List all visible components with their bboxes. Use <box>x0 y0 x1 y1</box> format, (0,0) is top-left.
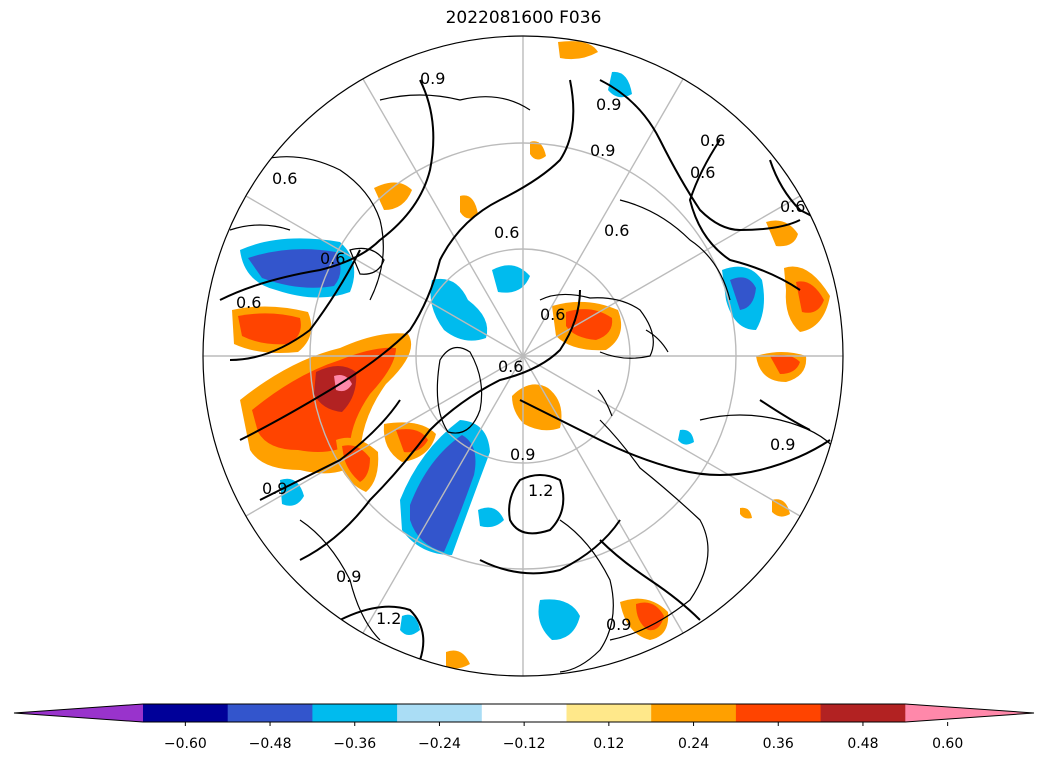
svg-text:0.6: 0.6 <box>498 357 523 376</box>
colorbar-tick-label: −0.48 <box>249 736 292 752</box>
colorbar-tick-label: 0.60 <box>932 736 963 752</box>
colorbar-segment <box>735 704 822 722</box>
colorbar-extend-max <box>905 704 1034 722</box>
map-title: 2022081600 F036 <box>445 8 602 28</box>
graticule <box>203 36 843 676</box>
colorbar-segment <box>143 704 229 722</box>
colorbar-tick-label: −0.12 <box>503 736 546 752</box>
colorbar-tick-label: 0.24 <box>678 736 709 752</box>
colorbar-tick-label: 0.48 <box>847 736 878 752</box>
svg-text:0.6: 0.6 <box>604 221 629 240</box>
svg-text:0.6: 0.6 <box>690 163 715 182</box>
svg-text:1.2: 1.2 <box>376 609 401 628</box>
colorbar-tick-label: 0.12 <box>593 736 624 752</box>
colorbar-segment <box>227 704 313 722</box>
svg-text:0.6: 0.6 <box>272 169 297 188</box>
svg-text:0.9: 0.9 <box>510 445 535 464</box>
colorbar-tick-label: 0.36 <box>763 736 794 752</box>
svg-text:0.6: 0.6 <box>494 223 519 242</box>
colorbar-tick-label: −0.24 <box>418 736 461 752</box>
svg-text:0.9: 0.9 <box>606 615 631 634</box>
svg-text:0.6: 0.6 <box>320 249 345 268</box>
svg-text:0.9: 0.9 <box>262 479 287 498</box>
colorbar-segment <box>397 704 483 722</box>
svg-text:0.6: 0.6 <box>236 293 261 312</box>
svg-text:1.2: 1.2 <box>528 481 553 500</box>
map-boundary <box>202 35 844 677</box>
colorbar-outline <box>13 703 1035 723</box>
colorbar-segment <box>651 704 737 722</box>
map-field: 0.9 0.9 0.9 0.6 0.6 0.6 0.6 0.6 0.6 0.6 … <box>203 36 843 676</box>
contour-labels: 0.9 0.9 0.9 0.6 0.6 0.6 0.6 0.6 0.6 0.6 … <box>236 69 805 634</box>
colorbar-tick-label: −0.60 <box>164 736 207 752</box>
colorbar-segment <box>312 704 398 722</box>
contour-lines <box>219 79 837 661</box>
colorbar-segment <box>481 704 567 722</box>
svg-text:0.9: 0.9 <box>590 141 615 160</box>
svg-text:0.6: 0.6 <box>780 197 805 216</box>
positive-anomaly-patches <box>232 41 830 669</box>
svg-text:0.6: 0.6 <box>540 305 565 324</box>
svg-text:0.6: 0.6 <box>700 131 725 150</box>
coastlines <box>229 94 837 673</box>
colorbar-extend-min <box>14 704 143 722</box>
colorbar-tick-label: −0.36 <box>333 736 376 752</box>
svg-text:0.9: 0.9 <box>596 95 621 114</box>
svg-text:0.9: 0.9 <box>420 69 445 88</box>
colorbar: −0.60 −0.48 −0.36 −0.24 −0.12 0.12 0.24 0.36 0.4… <box>13 703 1035 752</box>
colorbar-segment <box>820 704 906 722</box>
svg-text:0.9: 0.9 <box>770 435 795 454</box>
svg-text:0.9: 0.9 <box>336 567 361 586</box>
colorbar-segment <box>566 704 652 722</box>
